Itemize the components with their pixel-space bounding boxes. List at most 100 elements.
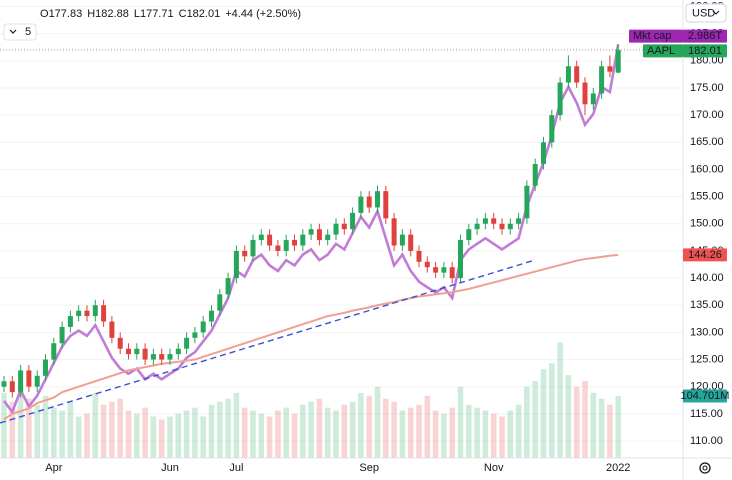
candle-body xyxy=(200,321,206,333)
chevron-icon xyxy=(712,10,720,15)
volume-bar xyxy=(316,398,323,458)
settings-button[interactable] xyxy=(699,462,711,474)
candle-body xyxy=(292,240,297,246)
ohlc-value: 182.88 xyxy=(95,8,129,20)
volume-bar xyxy=(100,404,107,458)
candle-body xyxy=(92,305,98,317)
volume-bar xyxy=(51,407,57,458)
currency-label: USD xyxy=(692,7,715,19)
badge-value-box xyxy=(683,389,727,403)
badge-value-box xyxy=(683,248,727,262)
volume-bar xyxy=(192,407,198,458)
volume-bar xyxy=(233,392,240,458)
volume-bar xyxy=(200,416,206,458)
volume-bar xyxy=(366,395,372,458)
candle-body xyxy=(532,164,538,186)
volume-bar xyxy=(482,410,489,458)
y-tick-label: 155.00 xyxy=(690,191,724,203)
ohlc-letter: O xyxy=(40,8,49,20)
line-series xyxy=(3,253,619,421)
candle-body xyxy=(192,332,198,338)
y-tick-label: 130.00 xyxy=(690,326,724,338)
volume-bar xyxy=(208,404,215,458)
gear-center xyxy=(702,465,708,471)
badge-value: 182.01 xyxy=(688,45,722,57)
candle-body xyxy=(9,381,15,393)
volume-bar xyxy=(582,380,588,458)
ohlc-letter: C xyxy=(179,8,187,20)
badge-value: 104.701M xyxy=(681,390,730,402)
candle-body xyxy=(242,250,248,257)
candle-body xyxy=(26,370,32,387)
toggle-count: 5 xyxy=(25,26,31,38)
volume-bar xyxy=(1,392,7,458)
candle-body xyxy=(167,354,173,360)
volume-bar xyxy=(42,395,49,458)
y-tick-label: 135.00 xyxy=(690,299,724,311)
candle-body xyxy=(366,196,372,208)
volume-bar xyxy=(441,413,447,458)
currency-box[interactable] xyxy=(685,3,727,23)
candle-body xyxy=(101,305,107,322)
volume-bar xyxy=(399,410,406,458)
volume-bar xyxy=(532,380,538,458)
x-tick-label: Nov xyxy=(484,462,504,474)
badge-name-box xyxy=(643,44,683,58)
volume-bar xyxy=(383,398,389,458)
candle-body xyxy=(67,316,73,327)
volume-bar xyxy=(250,410,256,458)
x-tick-label: Jun xyxy=(161,462,179,474)
candle-body xyxy=(258,234,264,241)
candle-body xyxy=(408,234,414,251)
badge-value-box xyxy=(683,29,727,43)
volume-bar xyxy=(167,416,173,458)
volume-bar xyxy=(358,392,364,458)
volume-bar xyxy=(499,416,505,458)
volume-bar xyxy=(416,404,422,458)
volume-bar xyxy=(607,404,613,458)
candle-body xyxy=(117,337,123,349)
candle-body xyxy=(599,66,605,94)
volume-bar xyxy=(225,398,231,458)
volume-bar xyxy=(158,419,165,458)
x-tick-label: 2022 xyxy=(606,462,630,474)
toggle-box[interactable] xyxy=(3,23,37,41)
y-tick-label: 110.00 xyxy=(690,435,723,447)
candle-body xyxy=(474,223,480,230)
indicator-toggle[interactable]: 5 xyxy=(3,23,37,41)
volume-bar xyxy=(598,398,605,458)
candle-body xyxy=(499,223,505,230)
volume-bar xyxy=(150,416,157,458)
y-tick-label: 170.00 xyxy=(690,109,724,121)
badge-name: Mkt cap xyxy=(633,30,672,42)
volume-bar xyxy=(466,404,472,458)
ohlc-value: 177.83 xyxy=(49,8,83,20)
trend-line-drawing[interactable] xyxy=(0,259,536,424)
candle-body xyxy=(175,348,181,355)
volume-bar xyxy=(407,407,414,458)
volume-bar xyxy=(515,404,522,458)
candle-body xyxy=(416,250,422,262)
volume-bar xyxy=(291,413,298,458)
candle-body xyxy=(574,66,580,83)
candle-body xyxy=(142,348,148,360)
badge-value: 2.986T xyxy=(688,30,723,42)
candle-body xyxy=(84,310,90,317)
candle-body xyxy=(482,218,488,224)
candle-body xyxy=(283,240,289,251)
volume-bar xyxy=(573,386,580,458)
y-tick-label: 160.00 xyxy=(690,163,724,175)
volume-bar xyxy=(175,413,182,458)
change-value: +4.44 (+2.50%) xyxy=(225,8,301,20)
y-tick-label: 150.00 xyxy=(690,218,724,230)
volume-bar xyxy=(308,401,314,458)
candle-body xyxy=(565,66,571,83)
chevron-icon xyxy=(9,29,17,34)
volume-bar xyxy=(457,386,464,458)
candle-body xyxy=(582,82,588,105)
candle-body xyxy=(524,185,530,219)
ohlc-value: 177.71 xyxy=(140,8,174,20)
currency-select[interactable]: USD xyxy=(685,3,727,23)
candle-body xyxy=(76,310,82,317)
